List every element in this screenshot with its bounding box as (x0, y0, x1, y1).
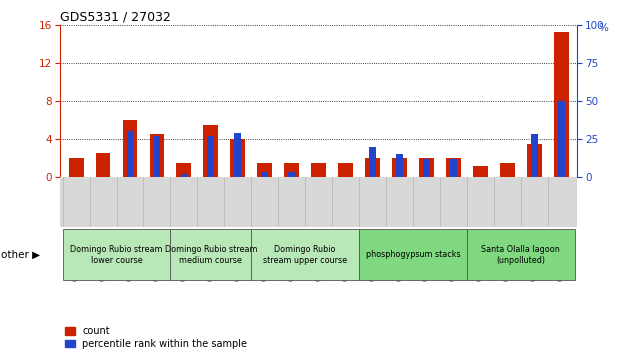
Bar (203, 125, 218, 177)
FancyBboxPatch shape (170, 229, 251, 280)
Text: Domingo Rubio stream
medium course: Domingo Rubio stream medium course (165, 245, 257, 265)
Bar (127, 131, 133, 177)
Bar (338, 163, 353, 177)
FancyBboxPatch shape (467, 229, 575, 280)
Bar (150, 134, 164, 177)
Bar (311, 163, 326, 177)
Bar (208, 136, 215, 177)
Bar (558, 101, 565, 177)
Bar (527, 144, 541, 177)
Bar (419, 158, 434, 177)
Bar (288, 172, 295, 177)
Bar (285, 163, 299, 177)
Bar (500, 163, 515, 177)
Bar (122, 120, 138, 177)
Bar (392, 158, 407, 177)
Bar (554, 32, 569, 177)
Legend: count, percentile rank within the sample: count, percentile rank within the sample (65, 326, 247, 349)
Text: GDS5331 / 27032: GDS5331 / 27032 (60, 11, 171, 24)
Bar (230, 139, 245, 177)
Bar (450, 159, 457, 177)
Text: other ▶: other ▶ (1, 250, 40, 260)
Text: Santa Olalla lagoon
(unpolluted): Santa Olalla lagoon (unpolluted) (481, 245, 560, 265)
FancyBboxPatch shape (359, 229, 467, 280)
Bar (153, 136, 160, 177)
Bar (369, 147, 376, 177)
Bar (180, 174, 187, 177)
Bar (261, 172, 268, 177)
Bar (235, 133, 241, 177)
Bar (365, 158, 380, 177)
Text: phosphogypsum stacks: phosphogypsum stacks (365, 250, 460, 259)
Bar (69, 158, 83, 177)
FancyBboxPatch shape (251, 229, 359, 280)
Bar (96, 153, 110, 177)
Bar (396, 154, 403, 177)
Bar (177, 163, 191, 177)
Text: Domingo Rubio stream
lower course: Domingo Rubio stream lower course (70, 245, 163, 265)
FancyBboxPatch shape (62, 229, 170, 280)
Bar (531, 135, 538, 177)
Bar (473, 166, 488, 177)
Bar (446, 158, 461, 177)
Bar (257, 163, 272, 177)
Text: Domingo Rubio
stream upper course: Domingo Rubio stream upper course (263, 245, 347, 265)
Bar (423, 159, 430, 177)
Y-axis label: %: % (598, 23, 608, 33)
